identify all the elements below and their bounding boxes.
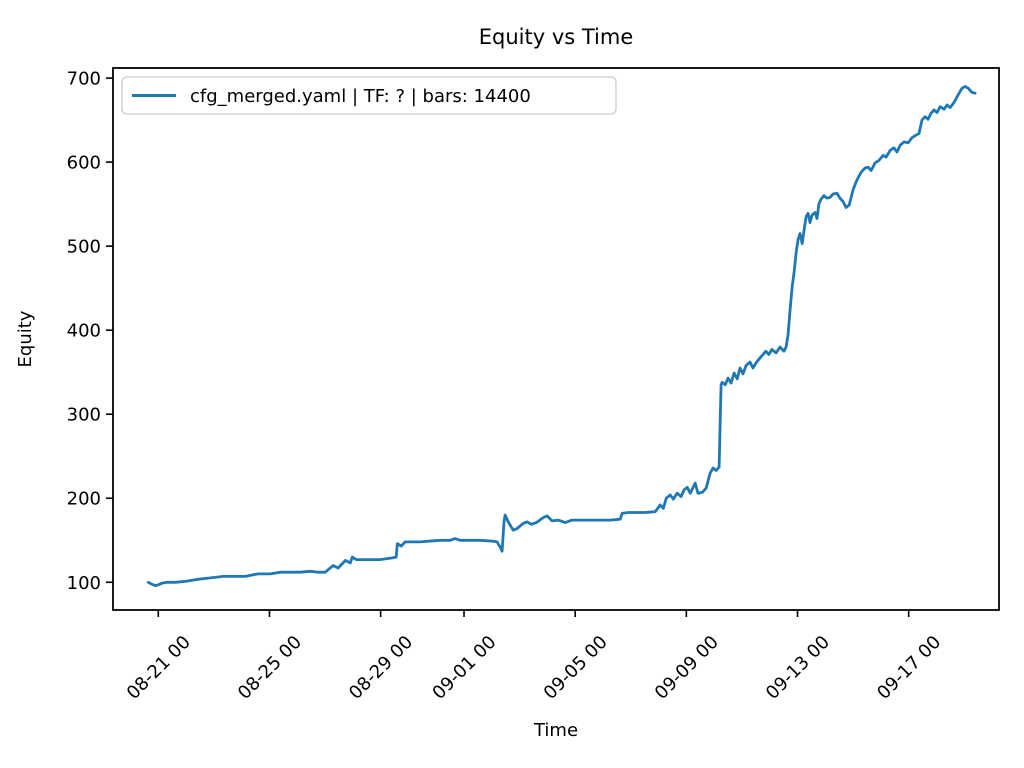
x-tick-label: 09-09 00 <box>651 632 723 704</box>
y-axis-label: Equity <box>15 310 36 367</box>
x-tick-label: 08-29 00 <box>345 632 417 704</box>
y-tick-label: 300 <box>67 405 101 426</box>
y-tick-label: 700 <box>67 69 101 90</box>
x-tick-label: 09-13 00 <box>762 632 834 704</box>
plot-generated-layer: 100 200 300 400 500 600 700 08-21 00 08-25 00 08-… <box>67 67 1000 704</box>
equity-line <box>146 85 977 587</box>
x-tick-label: 09-01 00 <box>428 632 500 704</box>
y-tick-label: 500 <box>67 237 101 258</box>
x-tick-label: 08-21 00 <box>123 632 195 704</box>
legend-frame <box>121 76 617 115</box>
y-tick-label: 100 <box>67 573 101 594</box>
x-tick-label: 09-05 00 <box>540 632 612 704</box>
x-tick-label: 08-25 00 <box>234 632 306 704</box>
y-tick-label: 200 <box>67 489 101 510</box>
y-tick-label: 400 <box>67 321 101 342</box>
x-axis-label: Time <box>533 720 578 741</box>
legend-entry-label: cfg_merged.yaml | TF: ? | bars: 14400 <box>190 86 531 107</box>
chart-title: Equity vs Time <box>479 25 634 49</box>
legend-box: cfg_merged.yaml | TF: ? | bars: 14400 <box>121 76 617 115</box>
axes-frame <box>112 67 1000 611</box>
y-tick-label: 600 <box>67 153 101 174</box>
x-tick-label: 09-17 00 <box>873 632 945 704</box>
